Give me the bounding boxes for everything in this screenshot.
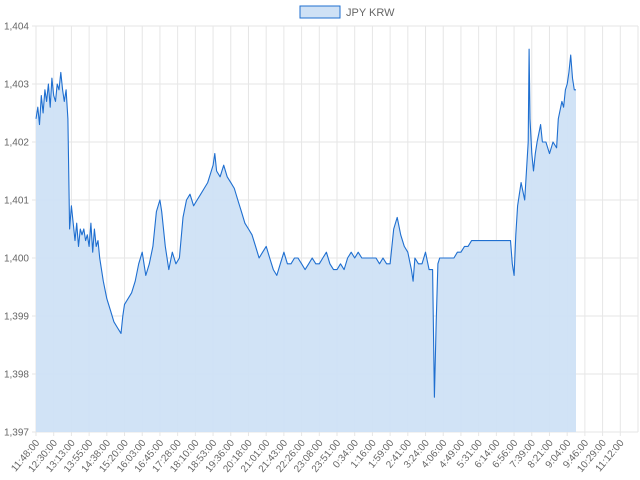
y-tick-label: 1,402 — [4, 138, 29, 149]
y-tick-label: 1,401 — [4, 196, 29, 207]
y-tick-label: 1,403 — [4, 80, 29, 91]
y-tick-label: 1,399 — [4, 312, 29, 323]
y-tick-label: 1,400 — [4, 254, 29, 265]
y-tick-label: 1,397 — [4, 428, 29, 439]
x-axis: 11:48:0012:30:0013:13:0013:55:0014:38:00… — [9, 438, 627, 475]
y-tick-label: 1,398 — [4, 370, 29, 381]
y-tick-label: 1,404 — [4, 22, 29, 33]
series-area — [35, 48, 576, 432]
legend-swatch — [299, 5, 341, 19]
legend: JPY KRW — [299, 5, 395, 19]
series-line — [35, 48, 576, 398]
legend-label: JPY KRW — [346, 7, 395, 19]
y-axis: 1,397 1,398 1,399 1,400 1,401 1,402 1,403 1,404 — [4, 22, 29, 439]
series-area-fill — [36, 49, 576, 432]
